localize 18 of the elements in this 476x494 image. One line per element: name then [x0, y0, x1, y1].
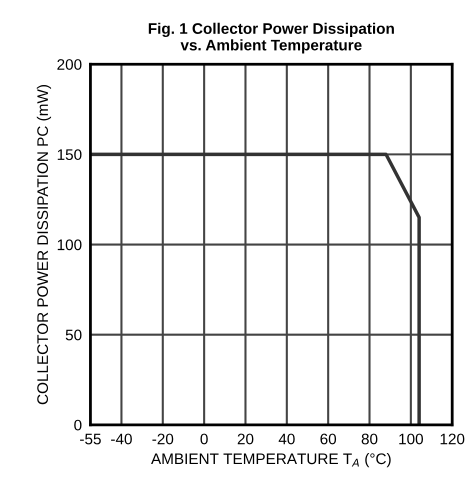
x-tick-label: 100 [399, 434, 424, 444]
x-tick-label: 80 [362, 434, 378, 444]
y-axis-title: COLLECTOR POWER DISSIPATION PC (mW) [36, 85, 52, 404]
x-tick-label: -20 [152, 434, 174, 444]
x-tick-label: -40 [111, 434, 132, 444]
x-tick-label: 0 [200, 434, 208, 444]
x-tick-label: -55 [80, 434, 101, 444]
y-tick-label: 0 [74, 420, 82, 431]
y-tick-label: 150 [58, 149, 82, 160]
x-tick-label: 120 [440, 434, 464, 444]
y-tick-label: 100 [58, 239, 82, 250]
x-axis-title: AMBIENT TEMPERATURE T$_{A}$ (°C) [151, 452, 391, 468]
chart-title: Fig. 1 Collector Power Dissipation vs. Ambient Temperature [148, 22, 394, 54]
x-tick-label: 20 [238, 434, 254, 444]
x-tick-label: 60 [320, 434, 336, 444]
y-tick-label: 200 [57, 59, 82, 70]
x-tick-label: 40 [278, 434, 295, 444]
y-tick-label: 50 [66, 330, 82, 340]
